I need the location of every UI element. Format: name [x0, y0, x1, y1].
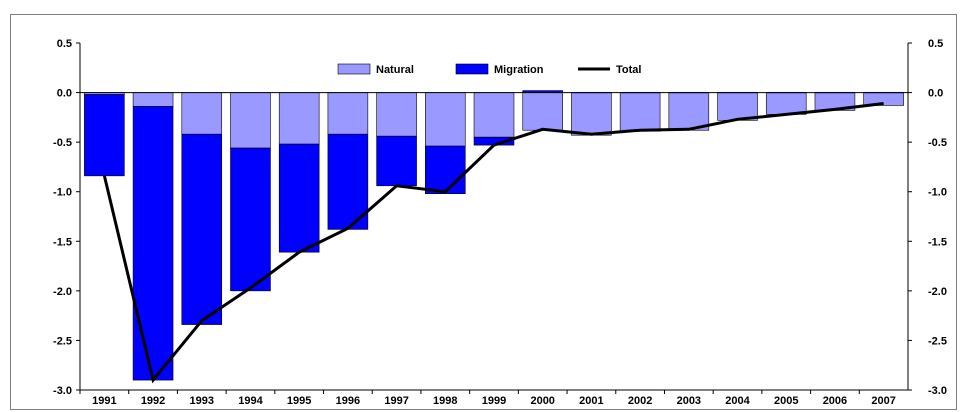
bar-natural-2000 — [522, 92, 563, 131]
bar-natural-2005 — [765, 92, 807, 115]
y-tick-label-right: -2.5 — [928, 335, 947, 347]
x-tick-label: 1997 — [384, 395, 408, 407]
y-tick-label-left: -2.5 — [53, 335, 72, 347]
bar-natural-1999 — [473, 92, 515, 138]
y-tick-label-left: -0.5 — [53, 137, 72, 149]
y-tick-label-right: 0.5 — [928, 38, 943, 50]
bar-migration-1991 — [84, 94, 125, 177]
series-line-total — [102, 102, 884, 384]
x-tick-label: 1995 — [287, 395, 311, 407]
bar-migration-1993 — [181, 133, 223, 325]
bar-natural-1994 — [230, 92, 271, 149]
x-tick-label: 2005 — [774, 395, 798, 407]
bar-natural-1993 — [181, 92, 223, 135]
y-tick-label-right: 0.0 — [928, 88, 943, 100]
bar-natural-1992 — [132, 92, 174, 107]
bar-natural-1995 — [278, 92, 320, 145]
chart-frame — [10, 14, 957, 410]
y-tick-label-left: -3.0 — [53, 385, 72, 397]
x-tick-label: 2001 — [579, 395, 603, 407]
legend-swatch-migration — [455, 63, 489, 75]
bar-migration-1997 — [376, 135, 417, 187]
legend-swatch-natural — [337, 63, 371, 75]
legend-label-natural: Natural — [376, 64, 414, 76]
x-tick-label: 1992 — [141, 395, 165, 407]
bar-natural-2001 — [571, 92, 612, 136]
x-tick-label: 1991 — [92, 395, 116, 407]
y-tick-label-left: -1.5 — [53, 236, 72, 248]
y-tick-label-left: -1.0 — [53, 187, 72, 199]
x-tick-label: 1996 — [336, 395, 360, 407]
bar-natural-2003 — [668, 92, 710, 131]
x-tick-label: 2002 — [628, 395, 652, 407]
x-tick-label: 2007 — [871, 395, 895, 407]
bar-migration-1998 — [425, 145, 466, 194]
x-tick-label: 2003 — [677, 395, 701, 407]
bar-natural-2002 — [619, 92, 661, 132]
y-tick-label-right: -2.0 — [928, 286, 947, 298]
legend-label-migration: Migration — [494, 64, 544, 76]
x-tick-label: 2004 — [725, 395, 750, 407]
x-tick-label: 1993 — [190, 395, 214, 407]
y-tick-label-right: -1.5 — [928, 236, 947, 248]
y-tick-label-right: -3.0 — [928, 385, 947, 397]
y-tick-label-left: -2.0 — [53, 286, 72, 298]
bar-natural-1998 — [425, 92, 466, 147]
bar-natural-2004 — [717, 92, 758, 121]
x-tick-label: 2006 — [823, 395, 847, 407]
y-tick-label-right: -1.0 — [928, 187, 947, 199]
y-tick-label-left: 0.5 — [57, 38, 72, 50]
x-tick-label: 2000 — [530, 395, 554, 407]
bar-migration-1994 — [230, 147, 271, 292]
bar-migration-1995 — [278, 143, 320, 253]
x-tick-label: 1999 — [482, 395, 506, 407]
y-tick-label-right: -0.5 — [928, 137, 947, 149]
x-tick-label: 1994 — [238, 395, 263, 407]
y-tick-label-left: 0.0 — [57, 88, 72, 100]
bar-natural-1997 — [376, 92, 417, 137]
legend-label-total: Total — [616, 64, 641, 76]
x-tick-label: 1998 — [433, 395, 457, 407]
bar-natural-1996 — [327, 92, 369, 135]
bar-natural-2007 — [863, 92, 904, 106]
bar-migration-1992 — [132, 106, 174, 381]
bar-migration-1996 — [327, 133, 369, 230]
